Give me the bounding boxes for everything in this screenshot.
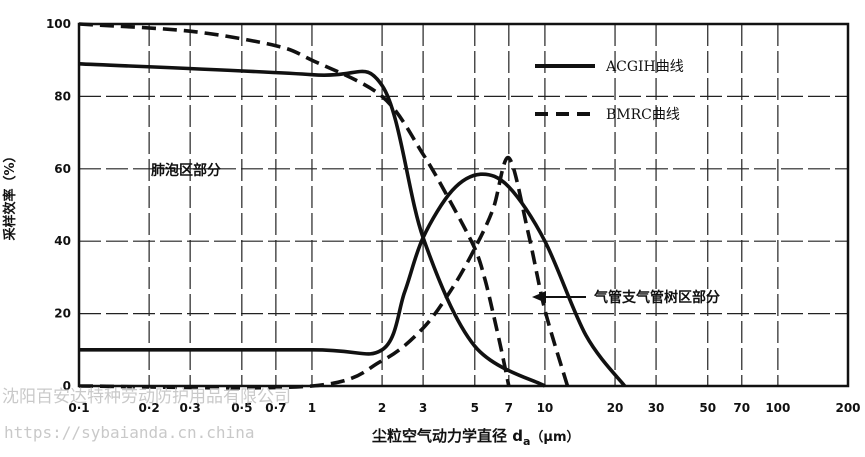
watermark-company: 沈阳百安达特种劳动防护用品有限公司 <box>2 387 291 407</box>
x-tick-label: 2 <box>378 401 386 415</box>
bmrc-curve-3 <box>78 156 570 390</box>
x-tick-label: 0·1 <box>68 401 89 415</box>
x-axis-label-unit: （μm） <box>530 429 579 445</box>
x-tick-label: 5 <box>471 401 479 415</box>
x-tick-label: 70 <box>733 401 750 415</box>
y-axis-label: 采样效率（%） <box>2 149 18 241</box>
x-axis-label: 尘粒空气动力学直径 da（μm） <box>372 427 580 448</box>
x-axis-label-main: 尘粒空气动力学直径 d <box>372 427 523 445</box>
x-tick-label: 50 <box>699 401 716 415</box>
x-tick-label: 1 <box>308 401 316 415</box>
plot-frame <box>77 22 850 388</box>
watermark-url: https://sybaianda.cn.china <box>4 423 254 442</box>
x-tick-label: 20 <box>607 401 624 415</box>
legend-acgih-label: ACGIH曲线 <box>605 59 684 75</box>
y-tick-label: 80 <box>54 89 71 103</box>
legend-bmrc-label: BMRC曲线 <box>606 107 680 123</box>
x-tick-label: 3 <box>419 401 427 415</box>
acgih-curve-1 <box>79 172 627 388</box>
legend: ACGIH曲线 BMRC曲线 <box>535 59 684 123</box>
annotation-tracheobronchial: 气管支气管树区部分 <box>593 289 720 306</box>
x-tick-label: 0·3 <box>180 401 201 415</box>
watermark: 沈阳百安达特种劳动防护用品有限公司 https://sybaianda.cn.c… <box>2 387 291 442</box>
acgih-curve-0 <box>78 62 546 388</box>
y-tick-label: 60 <box>54 162 71 176</box>
x-tick-label: 200 <box>835 401 860 415</box>
x-tick-label: 0·2 <box>138 401 159 415</box>
annotation-alveolar: 肺泡区部分 <box>151 162 221 179</box>
y-tick-label: 40 <box>54 234 71 248</box>
x-tick-label: 0·7 <box>265 401 286 415</box>
bmrc-curve-2 <box>78 22 511 387</box>
data-series <box>78 22 627 390</box>
annotation-arrow-head <box>532 291 546 303</box>
x-axis-label-subscript: a <box>523 435 530 448</box>
x-tick-label: 10 <box>537 401 554 415</box>
x-tick-label: 100 <box>765 401 790 415</box>
y-tick-labels: 0 20 40 60 80 100 <box>46 17 71 393</box>
y-tick-label: 100 <box>46 17 71 31</box>
y-tick-label: 20 <box>54 307 71 321</box>
x-tick-label: 30 <box>648 401 665 415</box>
x-tick-labels: 0·1 0·2 0·3 0·5 0·7 1 2 3 5 7 10 20 30 50 70 100 200 <box>68 401 860 415</box>
annotations: 肺泡区部分 气管支气管树区部分 <box>151 162 720 306</box>
x-tick-label: 0·5 <box>231 401 252 415</box>
x-tick-label: 7 <box>505 401 513 415</box>
y-tick-label: 0 <box>63 379 71 393</box>
